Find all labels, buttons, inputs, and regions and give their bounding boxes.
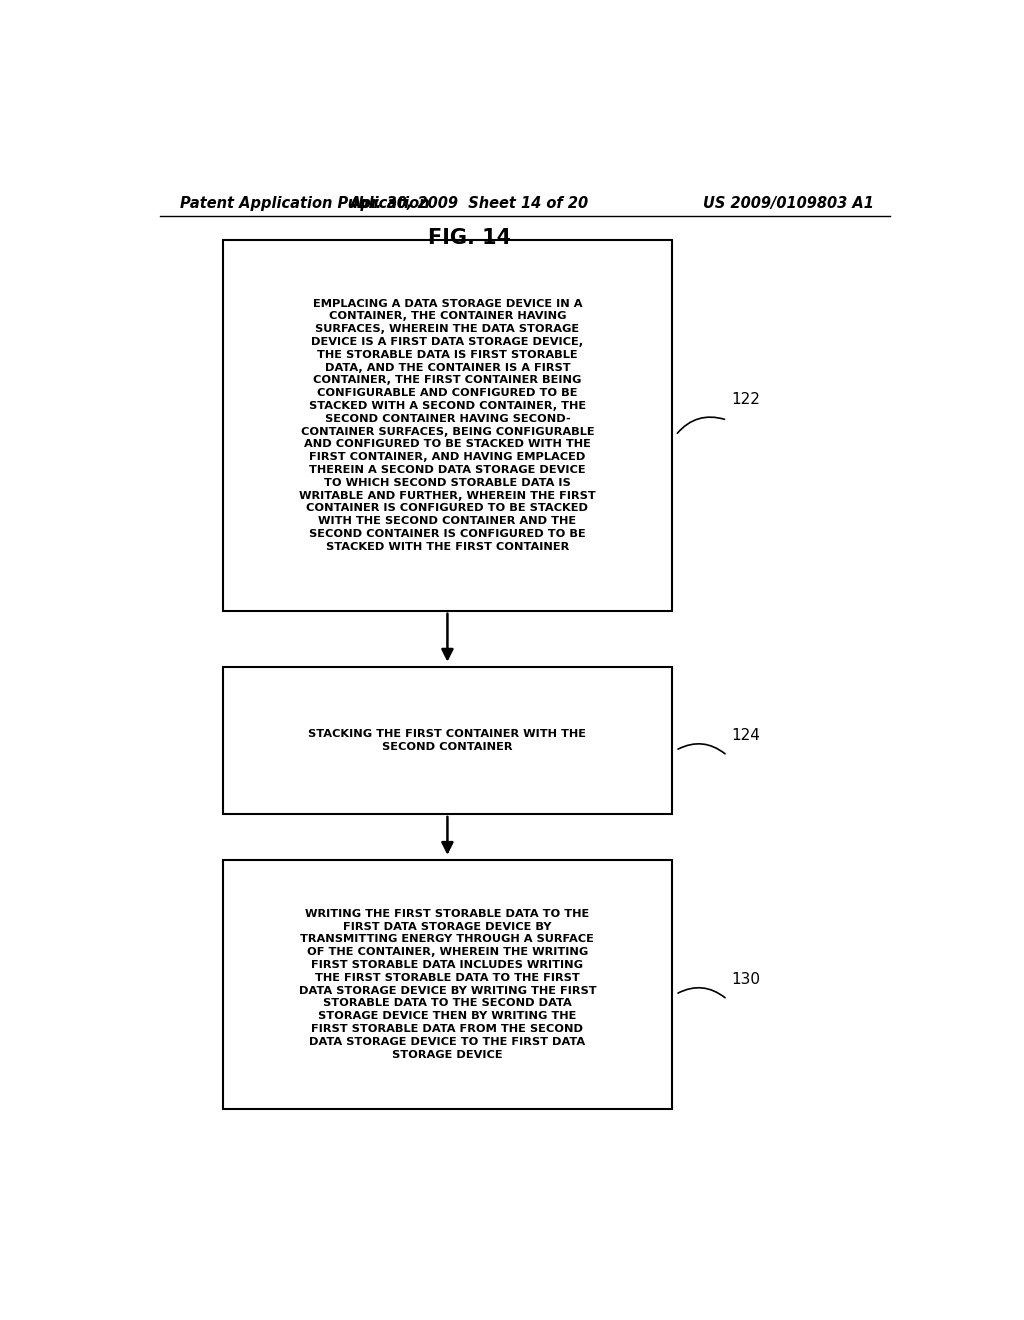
- Text: 122: 122: [731, 392, 760, 408]
- Bar: [223, 859, 672, 1109]
- Text: WRITING THE FIRST STORABLE DATA TO THE
FIRST DATA STORAGE DEVICE BY
TRANSMITTING: WRITING THE FIRST STORABLE DATA TO THE F…: [299, 909, 596, 1060]
- Bar: [223, 667, 672, 814]
- Text: Patent Application Publication: Patent Application Publication: [179, 195, 429, 211]
- Text: STACKING THE FIRST CONTAINER WITH THE
SECOND CONTAINER: STACKING THE FIRST CONTAINER WITH THE SE…: [308, 729, 587, 751]
- Text: FIG. 14: FIG. 14: [428, 227, 511, 248]
- Text: 124: 124: [731, 727, 760, 743]
- Text: Apr. 30, 2009  Sheet 14 of 20: Apr. 30, 2009 Sheet 14 of 20: [349, 195, 589, 211]
- Text: 130: 130: [731, 972, 760, 986]
- Bar: [223, 240, 672, 611]
- Text: EMPLACING A DATA STORAGE DEVICE IN A
CONTAINER, THE CONTAINER HAVING
SURFACES, W: EMPLACING A DATA STORAGE DEVICE IN A CON…: [299, 298, 596, 552]
- Text: US 2009/0109803 A1: US 2009/0109803 A1: [703, 195, 873, 211]
